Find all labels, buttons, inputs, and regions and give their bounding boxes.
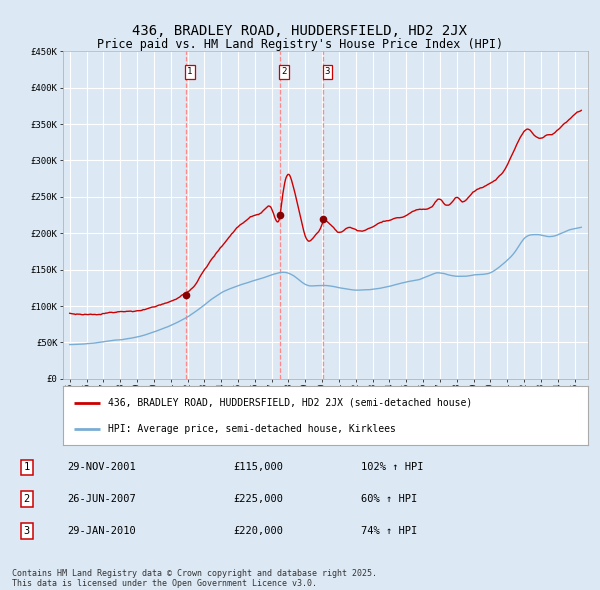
Text: 3: 3 [325,67,330,76]
Text: 74% ↑ HPI: 74% ↑ HPI [361,526,418,536]
Text: 436, BRADLEY ROAD, HUDDERSFIELD, HD2 2JX (semi-detached house): 436, BRADLEY ROAD, HUDDERSFIELD, HD2 2JX… [107,398,472,408]
Text: 436, BRADLEY ROAD, HUDDERSFIELD, HD2 2JX: 436, BRADLEY ROAD, HUDDERSFIELD, HD2 2JX [133,24,467,38]
Text: Contains HM Land Registry data © Crown copyright and database right 2025.
This d: Contains HM Land Registry data © Crown c… [12,569,377,588]
Text: £115,000: £115,000 [233,463,283,473]
Text: 26-JUN-2007: 26-JUN-2007 [67,494,136,504]
Text: 29-JAN-2010: 29-JAN-2010 [67,526,136,536]
Text: 2: 2 [281,67,287,76]
Text: 60% ↑ HPI: 60% ↑ HPI [361,494,418,504]
Text: Price paid vs. HM Land Registry's House Price Index (HPI): Price paid vs. HM Land Registry's House … [97,38,503,51]
Text: 3: 3 [23,526,29,536]
Text: 1: 1 [23,463,29,473]
Text: 2: 2 [23,494,29,504]
Text: 1: 1 [187,67,193,76]
Text: £225,000: £225,000 [233,494,283,504]
Text: HPI: Average price, semi-detached house, Kirklees: HPI: Average price, semi-detached house,… [107,424,395,434]
Text: 29-NOV-2001: 29-NOV-2001 [67,463,136,473]
Text: 102% ↑ HPI: 102% ↑ HPI [361,463,424,473]
Text: £220,000: £220,000 [233,526,283,536]
